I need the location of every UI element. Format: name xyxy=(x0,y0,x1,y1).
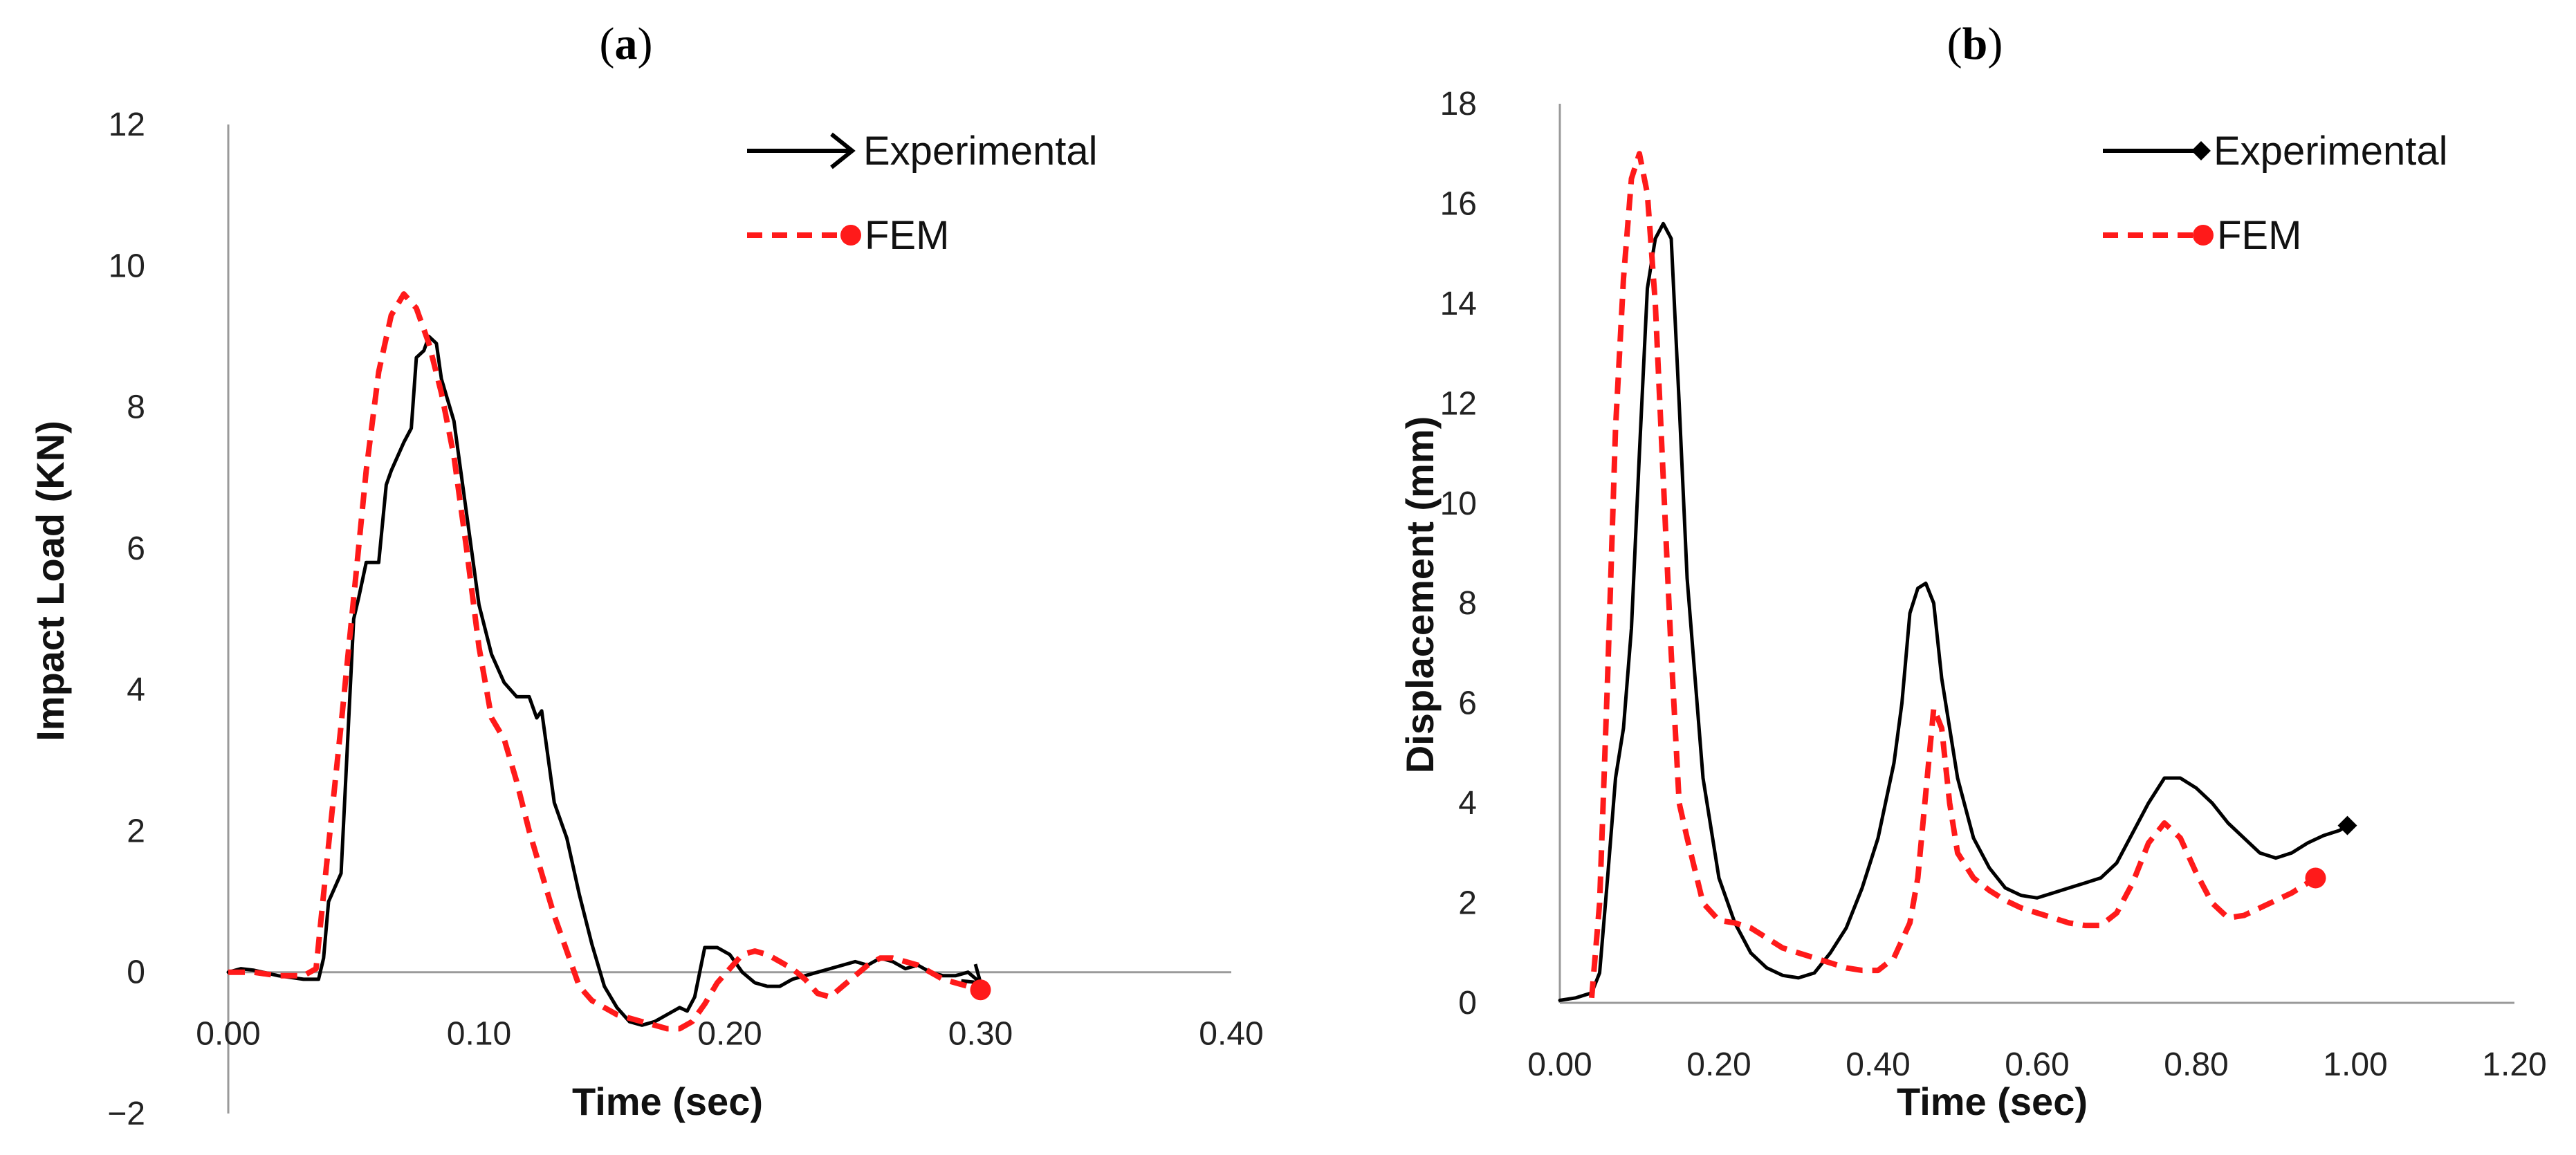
chart-b-axes xyxy=(1558,104,2514,1004)
chart-a-x-tick-label: 0.20 xyxy=(697,1016,762,1053)
chart-b-legend-experimental-marker xyxy=(2191,141,2211,160)
chart-b-series-fem-line xyxy=(1589,151,2317,999)
chart-b-y-tick-label: 12 xyxy=(1440,385,1477,422)
chart-a-legend: Experimental FEM xyxy=(747,129,1097,258)
chart-b-x-tick-label: 0.80 xyxy=(2164,1046,2228,1083)
chart-a-series-fem-line xyxy=(228,291,982,1032)
chart-b-y-tick-label: 16 xyxy=(1440,185,1477,222)
chart-a-legend-fem-marker xyxy=(840,225,861,246)
chart-b-legend: Experimental FEM xyxy=(2103,129,2447,258)
chart-a-y-tick-label: −2 xyxy=(107,1096,145,1132)
chart-b-x-tick-label: 0.20 xyxy=(1686,1046,1751,1083)
chart-a-y-tick-label: 2 xyxy=(127,813,145,849)
chart-a-y-tick-label: 6 xyxy=(127,530,145,567)
chart-a-y-tick-label: 12 xyxy=(109,107,145,143)
chart-b: (b) 0 2 4 6 8 10 12 14 16 18 0.00 0.20 0.40 0.60 0.80 1… xyxy=(1398,19,2547,1123)
chart-b-y-tick-label: 14 xyxy=(1440,286,1477,322)
chart-b-x-tick-label: 0.60 xyxy=(2005,1046,2069,1083)
chart-a-x-tick-label: 0.00 xyxy=(196,1016,260,1053)
chart-a-x-tick-label: 0.30 xyxy=(948,1016,1013,1053)
chart-a-x-tick-label: 0.10 xyxy=(447,1016,511,1053)
chart-a-legend-experimental-label: Experimental xyxy=(863,129,1097,174)
chart-b-x-tick-label: 0.00 xyxy=(1527,1046,1592,1083)
chart-b-series-experimental-marker xyxy=(2337,815,2357,835)
chart-b-y-tick-label: 2 xyxy=(1458,885,1477,922)
chart-b-ticks: 0 2 4 6 8 10 12 14 16 18 0.00 0.20 0.40 0.60 0.80 1.00 1… xyxy=(1440,86,2547,1083)
chart-a: (a) −2 0 2 4 6 8 10 12 0.00 0.10 0.20 0.30 0.40 Time… xyxy=(28,19,1264,1132)
chart-b-y-tick-label: 8 xyxy=(1458,585,1477,622)
chart-b-x-tick-label: 1.00 xyxy=(2323,1046,2387,1083)
chart-b-x-axis-title: Time (sec) xyxy=(1897,1080,2088,1123)
chart-a-legend-fem-label: FEM xyxy=(865,213,949,258)
chart-a-y-tick-label: 0 xyxy=(127,954,145,991)
chart-a-x-tick-label: 0.40 xyxy=(1199,1016,1263,1053)
chart-a-y-tick-label: 4 xyxy=(127,672,145,708)
chart-b-x-tick-label: 0.40 xyxy=(1846,1046,1910,1083)
chart-b-legend-fem-label: FEM xyxy=(2217,213,2301,258)
chart-b-x-tick-label: 1.20 xyxy=(2482,1046,2546,1083)
chart-b-legend-experimental-label: Experimental xyxy=(2214,129,2447,174)
chart-a-axes xyxy=(227,124,1231,1114)
chart-a-series xyxy=(226,291,991,1032)
chart-a-panel-label: (a) xyxy=(600,19,653,69)
chart-a-x-axis-title: Time (sec) xyxy=(572,1080,763,1123)
chart-a-y-axis-title: Impact Load (KN) xyxy=(28,421,72,741)
chart-b-panel-label: (b) xyxy=(1947,19,2003,69)
chart-a-series-fem-marker xyxy=(970,979,991,1001)
chart-a-ticks: −2 0 2 4 6 8 10 12 0.00 0.10 0.20 0.30 0.40 xyxy=(107,107,1263,1132)
chart-a-legend-experimental-arrow xyxy=(830,132,856,169)
chart-b-y-tick-label: 0 xyxy=(1458,985,1477,1022)
chart-b-series-experimental-line xyxy=(1558,221,2349,1002)
chart-b-y-axis-title: Displacement (mm) xyxy=(1398,416,1442,774)
chart-a-series-experimental-line xyxy=(226,334,982,1027)
chart-b-y-tick-label: 10 xyxy=(1440,486,1477,522)
chart-b-legend-fem-marker xyxy=(2193,225,2214,246)
chart-a-y-tick-label: 10 xyxy=(109,248,145,284)
chart-b-y-tick-label: 18 xyxy=(1440,86,1477,122)
chart-b-y-tick-label: 6 xyxy=(1458,685,1477,722)
chart-b-series-fem-marker xyxy=(2305,867,2326,889)
chart-a-y-tick-label: 8 xyxy=(127,389,145,426)
chart-b-y-tick-label: 4 xyxy=(1458,785,1477,822)
chart-b-series xyxy=(1558,151,2357,1002)
